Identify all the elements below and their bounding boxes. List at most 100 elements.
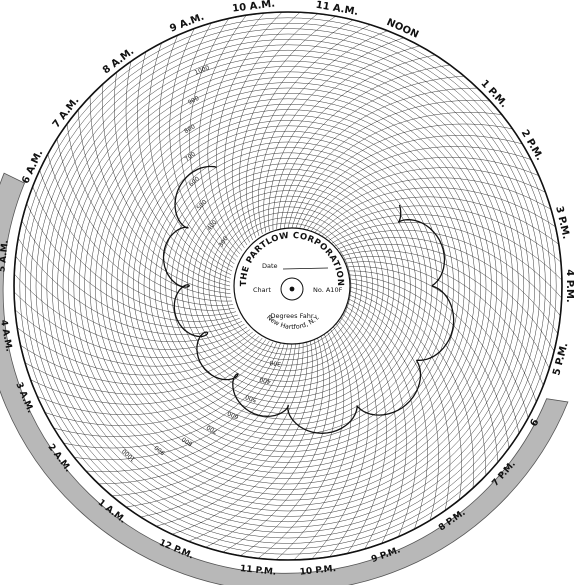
time-spiral: [188, 337, 318, 542]
hour-label: 11 A.M.: [315, 0, 359, 18]
time-spiral: [336, 244, 555, 352]
pen-trace: [162, 165, 455, 434]
time-spiral: [344, 297, 439, 521]
time-spiral: [345, 293, 451, 511]
grid-ring: [111, 109, 465, 463]
time-spiral: [222, 334, 330, 553]
time-spiral: [224, 12, 301, 246]
scale-label: 1000: [121, 447, 137, 463]
time-spiral: [111, 343, 296, 497]
grid-ring: [176, 174, 400, 398]
scale-label: 1000: [194, 64, 211, 76]
grid-ring: [100, 98, 476, 474]
time-spiral: [20, 336, 260, 385]
time-spiral: [293, 324, 360, 561]
time-spiral: [26, 203, 238, 322]
grid-ring: [73, 71, 503, 501]
time-spiral: [169, 28, 235, 264]
time-spiral: [345, 289, 462, 500]
time-spiral: [333, 237, 558, 334]
grid-ring: [122, 120, 454, 452]
hub-disc: [233, 227, 351, 345]
time-spiral: [189, 18, 238, 258]
time-spiral: [53, 342, 277, 437]
time-spiral: [246, 19, 354, 238]
grid-ring: [132, 130, 444, 442]
recorder-trace: [162, 165, 455, 434]
grid-ring: [41, 39, 535, 533]
time-spiral: [345, 285, 474, 489]
time-spiral: [299, 135, 523, 230]
time-spiral: [198, 15, 247, 254]
time-spiral: [44, 341, 274, 426]
grid-ring: [30, 28, 546, 544]
grid-ring: [116, 114, 460, 458]
time-spiral: [148, 42, 233, 272]
time-spiral: [283, 87, 478, 229]
time-spiral: [85, 343, 289, 472]
grid-ring: [219, 217, 357, 355]
scale-label: 700: [205, 423, 219, 435]
time-spiral: [179, 22, 237, 261]
time-spiral: [39, 170, 235, 311]
time-spiral: [338, 250, 550, 369]
scale-label: 700: [184, 150, 198, 163]
grid-ring: [95, 93, 481, 479]
pivot-hole: [289, 286, 295, 292]
grid-ring: [159, 157, 417, 415]
scale-label: 600: [226, 409, 239, 420]
grid-ring: [203, 201, 373, 371]
hour-label: 10 P.M.: [299, 564, 336, 578]
scale-label: 400: [206, 219, 219, 232]
time-spiral: [77, 109, 231, 294]
time-spiral: [14, 309, 253, 367]
grid-ring: [19, 17, 557, 555]
time-spiral: [140, 341, 304, 518]
grid-ring: [170, 168, 406, 404]
time-spiral: [341, 261, 537, 402]
grid-ring: [186, 184, 390, 388]
time-spiral: [323, 205, 562, 263]
time-spiral: [302, 146, 532, 231]
grid-ring: [149, 147, 427, 425]
time-spiral: [205, 336, 324, 548]
time-spiral: [207, 12, 265, 251]
outer-border: [13, 11, 563, 561]
time-spiral: [66, 123, 232, 298]
time-spiral: [276, 64, 451, 230]
grid-ring: [197, 195, 379, 377]
time-spiral: [331, 229, 561, 317]
concentric-grid: [14, 12, 562, 560]
chart-number: No. A10F: [313, 286, 343, 294]
time-spiral: [13, 291, 250, 358]
time-spiral: [125, 342, 300, 508]
grid-ring: [57, 55, 519, 517]
time-spiral: [56, 138, 233, 302]
time-spiral: [341, 308, 407, 544]
time-spiral: [345, 278, 499, 463]
time-spiral: [114, 72, 231, 283]
hour-label: 6: [529, 417, 542, 428]
time-spiral: [172, 339, 313, 535]
time-spiral: [98, 343, 293, 485]
chart-pivot-icon: [280, 277, 304, 301]
grid-ring: [35, 33, 541, 539]
time-spiral: [339, 256, 544, 386]
time-spiral: [63, 343, 281, 449]
grid-ring: [192, 190, 384, 382]
time-spiral: [102, 83, 231, 287]
time-spiral: [316, 187, 556, 236]
time-spiral: [258, 30, 388, 235]
chart-label: Chart: [253, 286, 271, 294]
spiral-time-lines: [13, 11, 563, 561]
grid-ring: [24, 22, 552, 550]
grid-ring: [224, 222, 352, 350]
time-spiral: [272, 54, 436, 231]
hour-label: 11 P.M.: [239, 564, 276, 578]
time-spiral: [231, 13, 319, 243]
time-spiral: [137, 51, 232, 275]
time-spiral: [326, 214, 563, 281]
time-spiral: [329, 318, 378, 557]
time-spiral: [310, 167, 546, 233]
time-spiral: [17, 327, 256, 376]
